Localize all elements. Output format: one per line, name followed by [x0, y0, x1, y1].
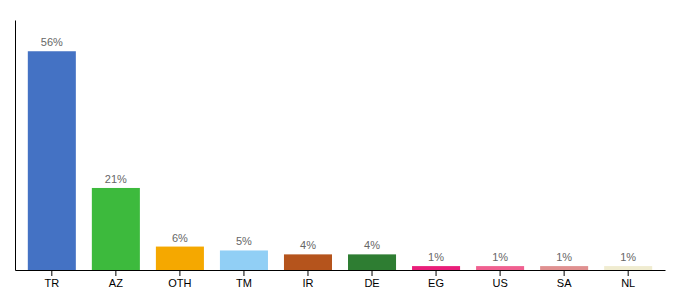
data-label: 4% — [300, 239, 316, 251]
bar — [284, 254, 332, 270]
x-tick-label: NL — [621, 277, 635, 289]
x-tick: NL — [621, 270, 635, 289]
data-label: 6% — [172, 232, 188, 244]
x-tick: EG — [428, 270, 444, 289]
x-tick: AZ — [109, 270, 123, 289]
x-tick-mark — [564, 270, 565, 276]
x-tick-mark — [51, 270, 52, 276]
x-tick-mark — [372, 270, 373, 276]
x-tick-label: OTH — [168, 277, 191, 289]
data-label: 56% — [41, 36, 63, 48]
x-tick-label: TR — [44, 277, 59, 289]
bar — [156, 247, 204, 270]
bar — [92, 188, 140, 270]
y-axis-line — [15, 21, 16, 271]
x-axis: TR AZ OTH TM IR DE EG US SA NL — [16, 270, 666, 289]
x-tick-mark — [628, 270, 629, 276]
x-tick-label: US — [492, 277, 507, 289]
x-tick-label: SA — [557, 277, 572, 289]
x-tick: OTH — [168, 270, 191, 289]
x-tick-mark — [179, 270, 180, 276]
bar — [220, 250, 268, 270]
x-axis-line — [16, 270, 666, 271]
x-tick-label: IR — [302, 277, 313, 289]
bar — [540, 266, 588, 270]
x-tick: IR — [302, 270, 313, 289]
bar — [476, 266, 524, 270]
x-tick-mark — [436, 270, 437, 276]
data-label: 4% — [364, 239, 380, 251]
data-label: 1% — [556, 251, 572, 263]
data-label: 21% — [105, 173, 127, 185]
data-label: 1% — [492, 251, 508, 263]
x-tick: SA — [557, 270, 572, 289]
x-tick: US — [492, 270, 507, 289]
x-tick: TM — [236, 270, 252, 289]
y-axis — [15, 21, 16, 271]
data-label: 1% — [428, 251, 444, 263]
bar — [28, 51, 76, 270]
bar — [348, 254, 396, 270]
x-tick-label: AZ — [109, 277, 123, 289]
chart: 56% 21% 6% 5% 4% 4% 1% 1% 1% 1% TR AZ OTH TM IR DE EG US S… — [0, 0, 680, 300]
bar — [604, 266, 652, 270]
x-tick-mark — [307, 270, 308, 276]
x-tick-mark — [500, 270, 501, 276]
bar — [412, 266, 460, 270]
x-tick: TR — [44, 270, 59, 289]
plot-area: 56% 21% 6% 5% 4% 4% 1% 1% 1% 1% TR AZ OTH TM IR DE EG US S… — [16, 21, 666, 289]
x-tick-label: EG — [428, 277, 444, 289]
x-tick-mark — [115, 270, 116, 276]
data-label: 5% — [236, 235, 252, 247]
x-tick: DE — [364, 270, 379, 289]
data-labels: 56% 21% 6% 5% 4% 4% 1% 1% 1% 1% — [41, 36, 637, 263]
data-label: 1% — [620, 251, 636, 263]
bars — [28, 51, 652, 270]
x-tick-label: TM — [236, 277, 252, 289]
x-tick-label: DE — [364, 277, 379, 289]
x-tick-mark — [243, 270, 244, 276]
